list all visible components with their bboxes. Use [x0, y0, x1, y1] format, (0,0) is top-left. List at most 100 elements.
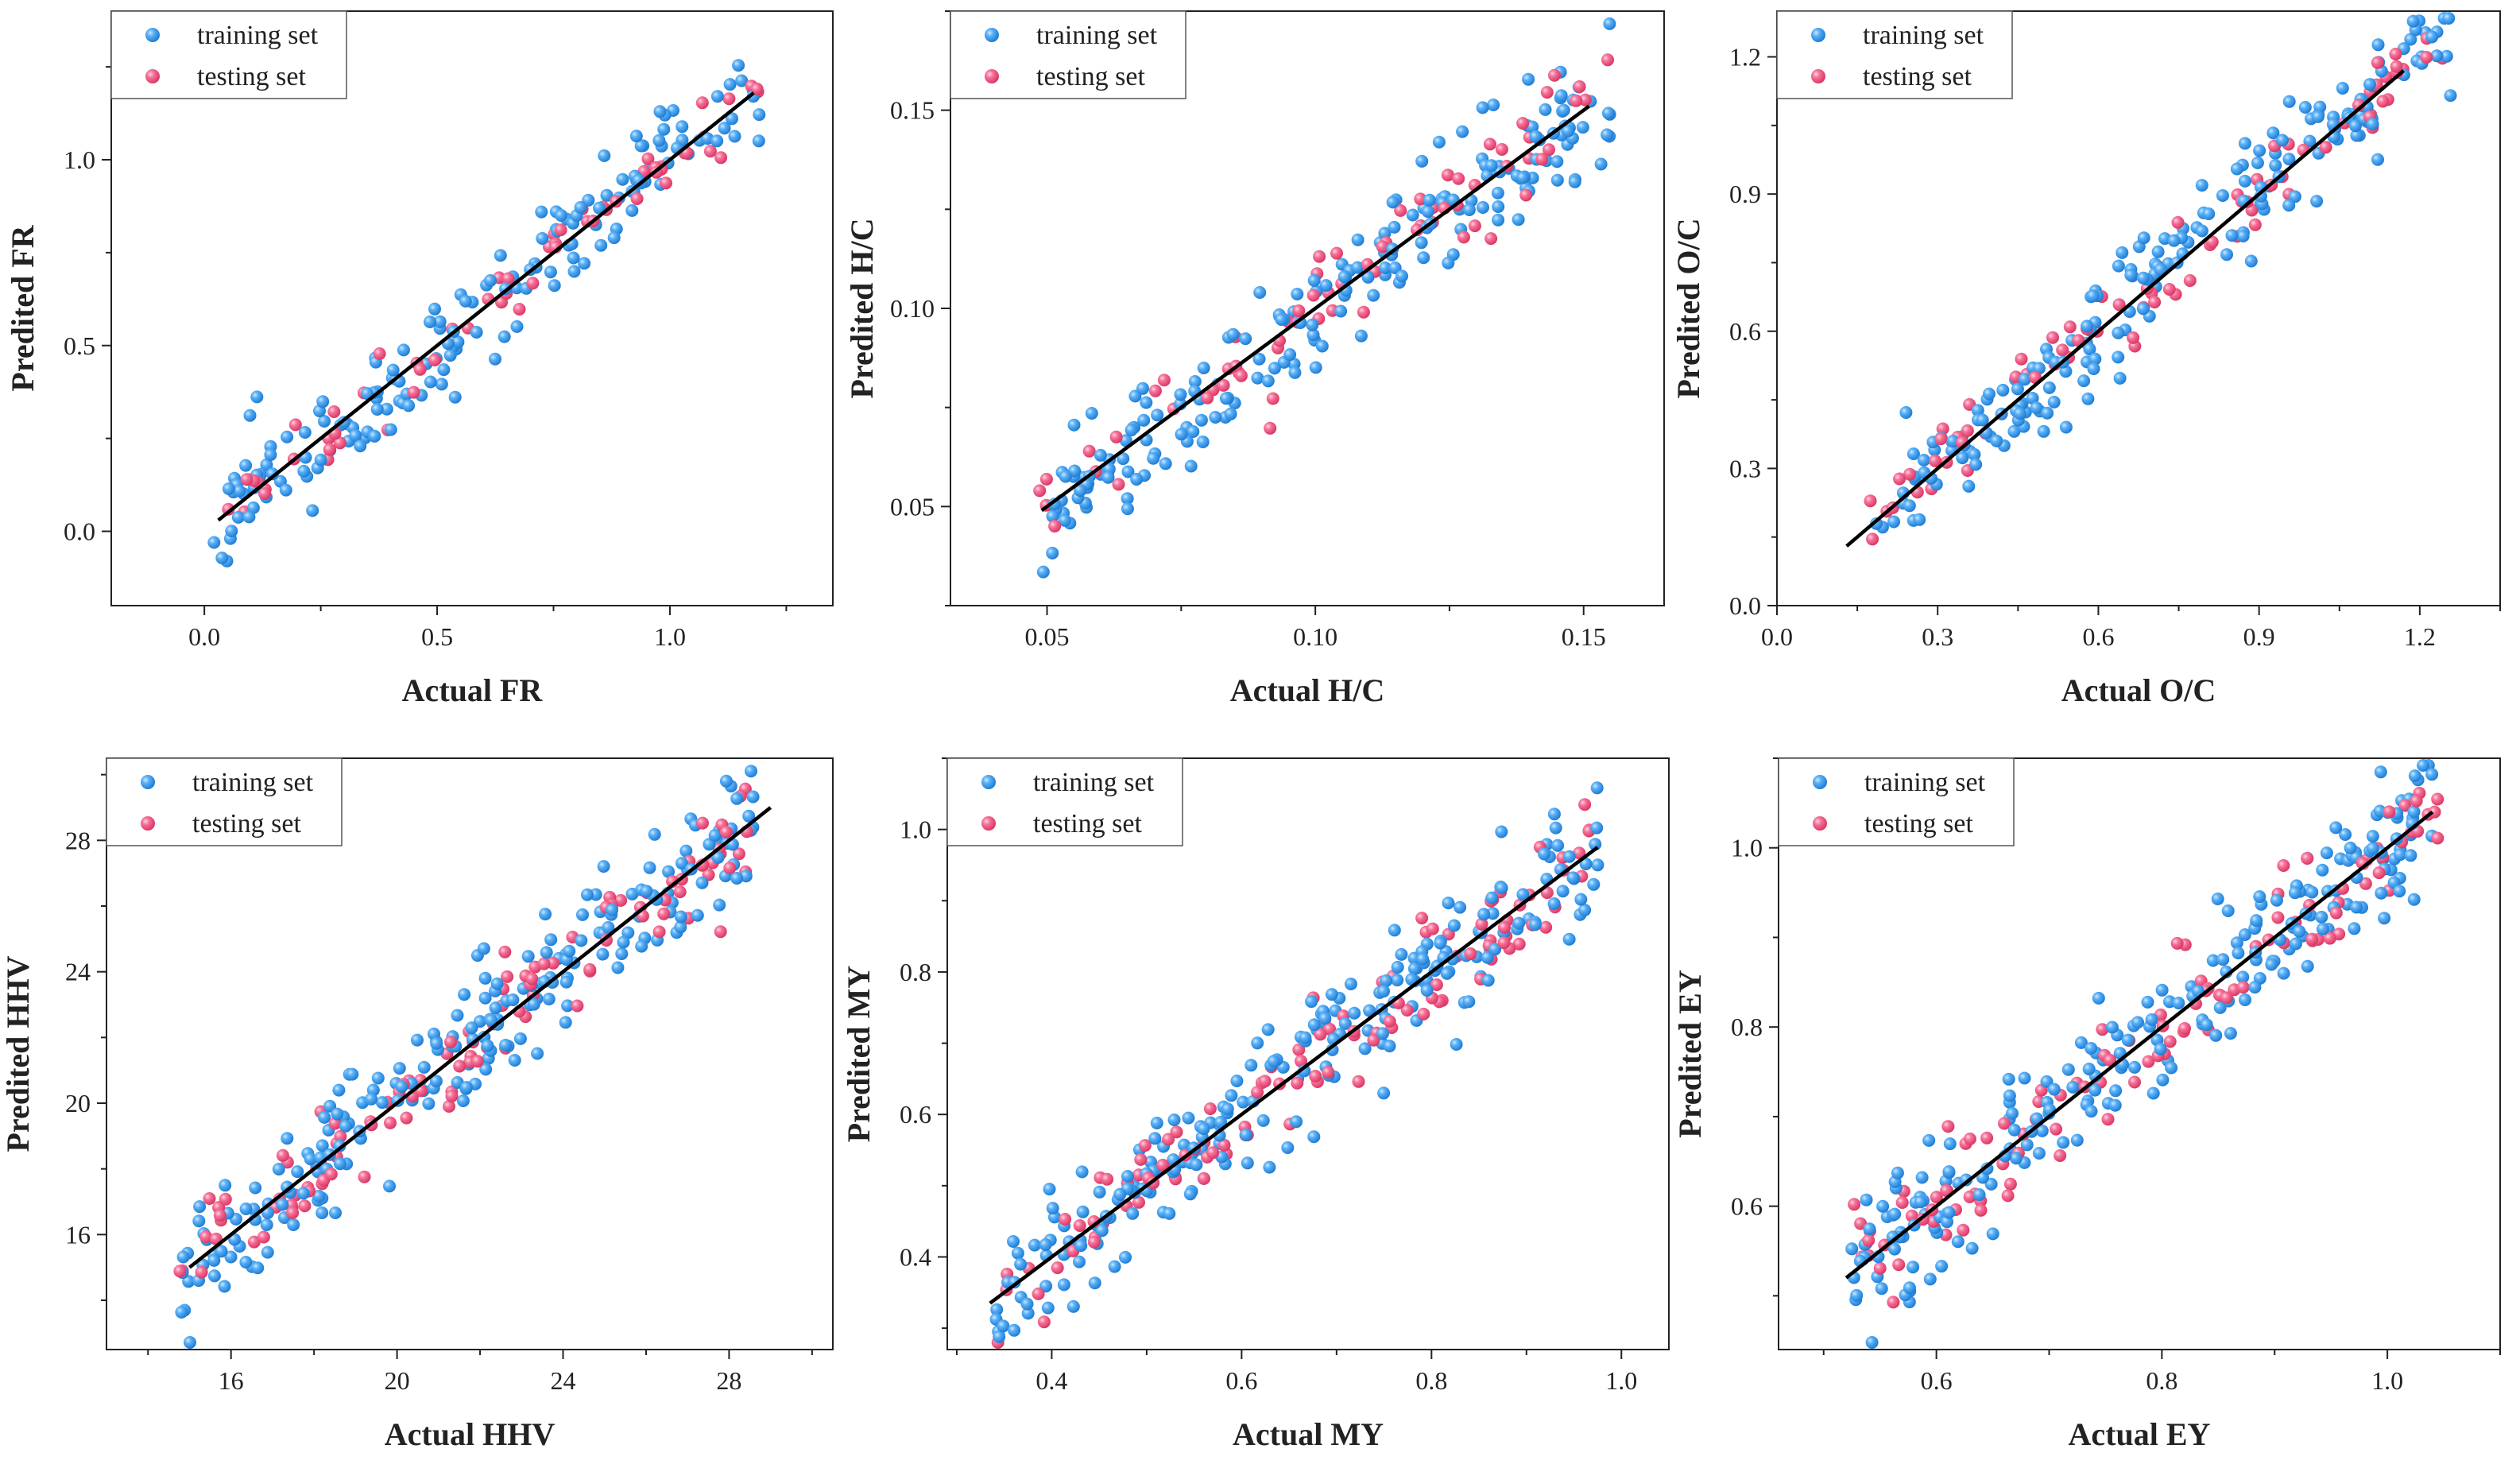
- training-point: [315, 1206, 329, 1219]
- testing-point: [1138, 1139, 1152, 1152]
- training-point: [1935, 1260, 1949, 1273]
- training-point: [1194, 413, 1208, 427]
- testing-point: [2163, 1035, 2177, 1048]
- y-tick-label: 0.0: [1729, 591, 1761, 620]
- legend-box: [950, 10, 1186, 99]
- training-point: [602, 920, 615, 934]
- testing-point: [443, 1100, 455, 1113]
- testing-point: [1485, 232, 1498, 246]
- testing-point: [1601, 53, 1614, 67]
- testing-point: [1848, 1198, 1861, 1211]
- training-point: [386, 363, 400, 377]
- training-point: [448, 390, 462, 404]
- testing-point: [373, 347, 386, 360]
- training-point: [1516, 171, 1530, 184]
- training-point: [1462, 203, 1476, 216]
- training-point: [1378, 227, 1392, 240]
- testing-point: [1206, 1146, 1220, 1160]
- testing-point: [583, 962, 597, 976]
- testing-point: [1497, 936, 1511, 950]
- testing-point: [1251, 1086, 1264, 1099]
- testing-point: [1519, 188, 1533, 202]
- training-point: [710, 134, 724, 148]
- training-point: [1101, 471, 1115, 484]
- training-point: [1590, 821, 1604, 835]
- y-tick-label: 1.2: [1729, 43, 1761, 72]
- training-point: [368, 429, 381, 443]
- testing-point: [1162, 1133, 1175, 1146]
- testing-point: [750, 82, 764, 95]
- training-point: [2059, 420, 2073, 434]
- training-point: [679, 844, 693, 858]
- training-point: [354, 440, 367, 453]
- training-point: [2041, 406, 2054, 420]
- legend-box: [110, 10, 347, 99]
- training-point: [224, 1250, 238, 1264]
- training-point: [1239, 1128, 1252, 1141]
- training-point: [2320, 846, 2333, 860]
- training-point: [640, 885, 653, 898]
- training-point: [567, 251, 580, 265]
- testing-point: [1292, 304, 1306, 317]
- training-point: [2288, 886, 2301, 900]
- training-point: [451, 1009, 464, 1022]
- training-point: [249, 1181, 262, 1195]
- testing-point: [2046, 331, 2059, 344]
- testing-point: [1864, 494, 1877, 508]
- testing-point: [641, 152, 655, 165]
- x-axis-label: Actual FR: [402, 672, 544, 708]
- training-point: [596, 947, 610, 961]
- training-point: [993, 1330, 1006, 1343]
- training-point: [2011, 382, 2024, 396]
- training-point: [1386, 196, 1399, 209]
- training-point: [513, 1032, 527, 1045]
- training-point: [1562, 124, 1574, 137]
- testing-point: [660, 176, 672, 190]
- x-tick-label: 0.0: [188, 622, 220, 651]
- testing-point: [247, 1235, 261, 1249]
- plot-frame: [1776, 10, 2501, 606]
- training-point: [1432, 135, 1446, 149]
- training-point: [2366, 842, 2379, 855]
- training-point: [2230, 162, 2243, 176]
- legend-box: [1776, 10, 2013, 99]
- training-point: [2348, 119, 2362, 133]
- testing-point: [1394, 203, 1407, 217]
- testing-point: [630, 192, 644, 205]
- training-point: [540, 946, 553, 959]
- testing-point: [2054, 1149, 2067, 1162]
- training-point: [2002, 1072, 2015, 1086]
- testing-point: [2372, 866, 2386, 880]
- legend-training-marker: [145, 28, 160, 42]
- testing-point: [2015, 352, 2028, 366]
- training-point: [1860, 1193, 1873, 1206]
- training-point: [1252, 352, 1266, 366]
- testing-point: [2112, 298, 2126, 312]
- training-point: [2092, 991, 2105, 1005]
- training-point: [2112, 326, 2125, 339]
- training-point: [719, 774, 733, 788]
- testing-point: [428, 354, 441, 366]
- training-point: [239, 1256, 253, 1268]
- training-point: [1348, 1006, 1361, 1020]
- training-point: [1163, 1206, 1176, 1220]
- training-point: [1423, 193, 1436, 207]
- testing-point: [1573, 80, 1586, 93]
- testing-point: [1539, 920, 1553, 934]
- legend-box: [1778, 757, 2015, 846]
- training-point: [617, 935, 630, 949]
- y-axis-label: Predited HHV: [0, 955, 36, 1152]
- training-point: [581, 888, 594, 901]
- training-point: [745, 765, 757, 778]
- testing-point: [695, 96, 709, 110]
- training-point: [1589, 838, 1602, 851]
- training-point: [2172, 997, 2185, 1009]
- training-point: [531, 1047, 544, 1060]
- training-point: [2083, 343, 2096, 356]
- training-point: [2393, 885, 2406, 898]
- testing-point: [501, 970, 514, 983]
- training-point: [499, 1039, 513, 1052]
- testing-point: [2142, 1055, 2155, 1068]
- testing-point: [1578, 798, 1592, 811]
